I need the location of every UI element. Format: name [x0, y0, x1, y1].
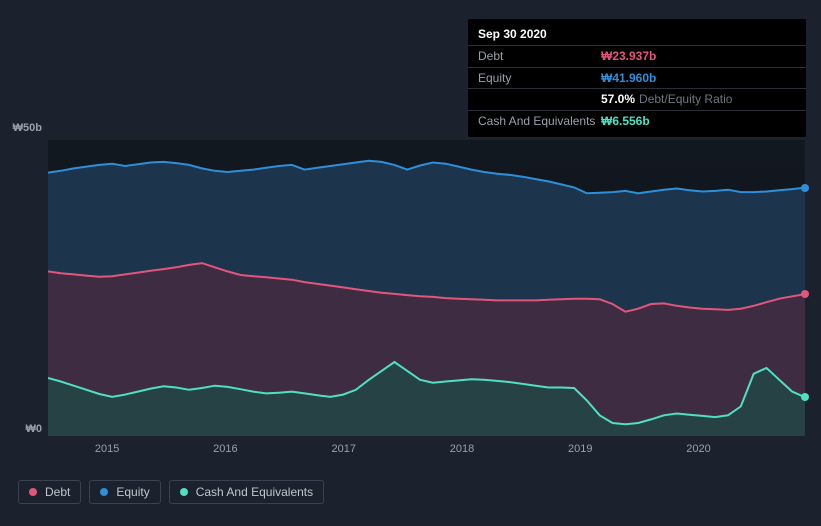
- y-tick-max: ₩50b: [0, 122, 42, 134]
- tooltip-row-label: Cash And Equivalents: [478, 114, 601, 128]
- tooltip-row-suffix: Debt/Equity Ratio: [639, 92, 732, 106]
- tooltip-title: Sep 30 2020: [468, 25, 806, 45]
- legend-dot-icon: [29, 488, 37, 496]
- chart-plot[interactable]: [48, 140, 805, 436]
- tooltip-row-label: Debt: [478, 49, 601, 63]
- tooltip-row: Debt₩23.937b: [468, 45, 806, 66]
- x-tick: 2017: [331, 443, 355, 455]
- tooltip: Sep 30 2020 Debt₩23.937bEquity₩41.960b57…: [468, 19, 806, 137]
- legend-dot-icon: [180, 488, 188, 496]
- tooltip-row-value: ₩23.937b: [601, 49, 656, 63]
- x-tick: 2016: [213, 443, 237, 455]
- end-marker-debt: [801, 290, 809, 298]
- legend-item-cash[interactable]: Cash And Equivalents: [169, 480, 324, 504]
- legend-label: Equity: [116, 485, 149, 499]
- legend-label: Debt: [45, 485, 70, 499]
- end-marker-cash: [801, 393, 809, 401]
- tooltip-row-value: 57.0%Debt/Equity Ratio: [601, 92, 732, 106]
- tooltip-row: 57.0%Debt/Equity Ratio: [468, 88, 806, 109]
- legend: Debt Equity Cash And Equivalents: [18, 480, 324, 504]
- legend-item-equity[interactable]: Equity: [89, 480, 160, 504]
- tooltip-row: Equity₩41.960b: [468, 67, 806, 88]
- tooltip-row-label: [478, 92, 601, 106]
- legend-item-debt[interactable]: Debt: [18, 480, 81, 504]
- x-tick: 2018: [450, 443, 474, 455]
- legend-dot-icon: [100, 488, 108, 496]
- y-tick-min: ₩0: [0, 423, 42, 435]
- legend-label: Cash And Equivalents: [196, 485, 313, 499]
- tooltip-row: Cash And Equivalents₩6.556b: [468, 110, 806, 131]
- tooltip-row-label: Equity: [478, 71, 601, 85]
- tooltip-row-value: ₩41.960b: [601, 71, 656, 85]
- end-marker-equity: [801, 184, 809, 192]
- x-tick: 2015: [95, 443, 119, 455]
- x-tick: 2020: [686, 443, 710, 455]
- x-tick: 2019: [568, 443, 592, 455]
- tooltip-row-value: ₩6.556b: [601, 114, 650, 128]
- chart-svg: [48, 140, 805, 436]
